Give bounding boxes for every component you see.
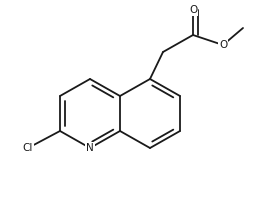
- Text: O: O: [189, 5, 197, 15]
- Text: O: O: [219, 40, 227, 50]
- Text: N: N: [86, 143, 94, 153]
- Text: Cl: Cl: [23, 143, 33, 153]
